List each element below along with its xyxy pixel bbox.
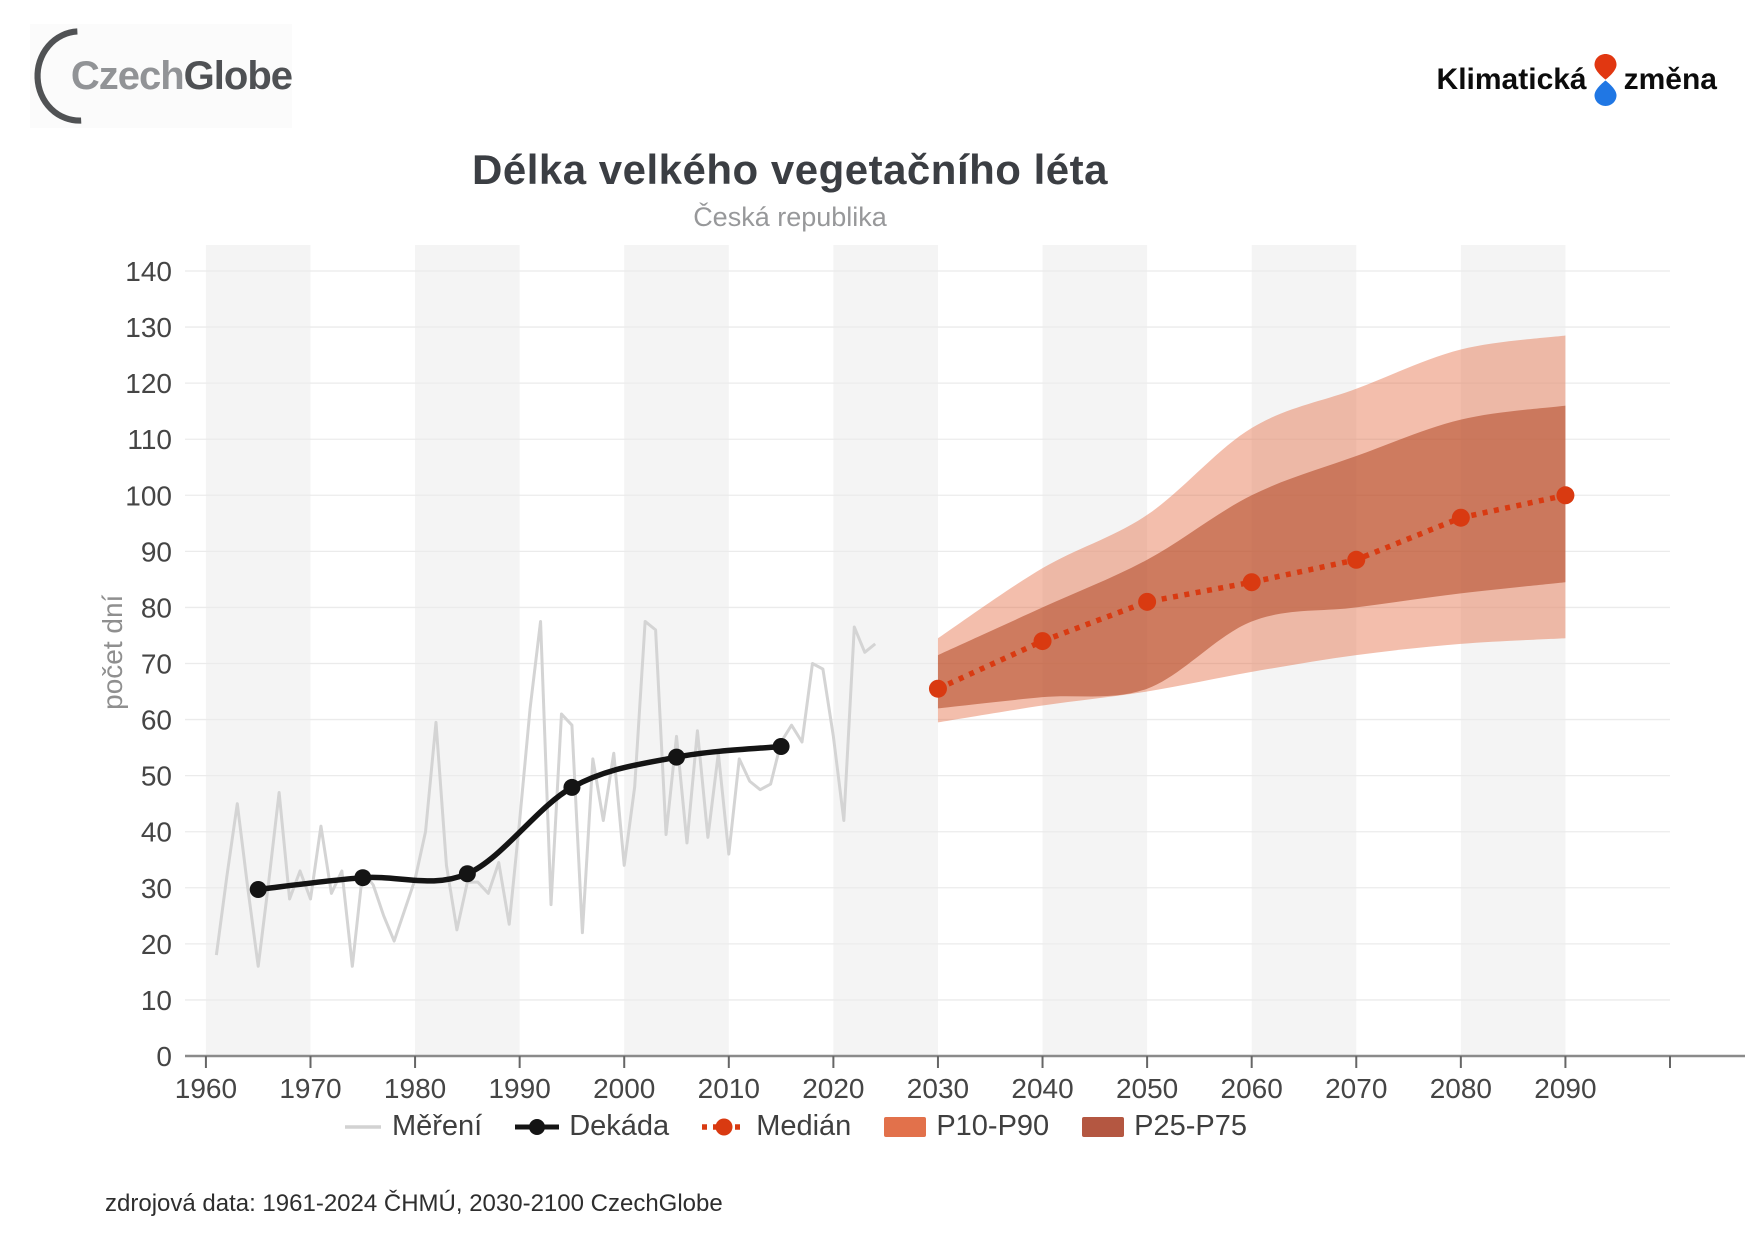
svg-text:2010: 2010 <box>698 1073 760 1104</box>
legend-item-median: Medián <box>701 1110 851 1143</box>
median-dotted-icon <box>702 1118 747 1135</box>
legend-item-mereni: Měření <box>343 1110 482 1143</box>
svg-text:1990: 1990 <box>488 1073 550 1104</box>
svg-text:0: 0 <box>156 1041 172 1072</box>
svg-text:2020: 2020 <box>802 1073 864 1104</box>
svg-text:2090: 2090 <box>1534 1073 1596 1104</box>
chart-legend: Měření Dekáda Medián P10-P90 P25-P75 <box>0 1110 1590 1143</box>
svg-text:70: 70 <box>141 649 172 680</box>
svg-text:2050: 2050 <box>1116 1073 1178 1104</box>
legend-label-p25-p75: P25-P75 <box>1134 1110 1248 1142</box>
svg-text:80: 80 <box>141 592 172 623</box>
svg-text:90: 90 <box>141 536 172 567</box>
p25-p75-swatch-icon <box>1082 1116 1125 1137</box>
logo-czech-label: Czech <box>70 53 185 98</box>
svg-text:10: 10 <box>141 985 172 1016</box>
decade-markers <box>249 737 790 898</box>
svg-text:60: 60 <box>141 705 172 736</box>
klimaticka-zmena-logo: Klimatická změna <box>1437 54 1717 106</box>
czechglobe-logo: CzechGlobe <box>30 24 293 128</box>
svg-text:100: 100 <box>125 480 172 511</box>
p10-p90-swatch-icon <box>884 1116 927 1137</box>
svg-text:30: 30 <box>141 873 172 904</box>
brand-left-label: Klimatická <box>1436 63 1587 96</box>
svg-text:1980: 1980 <box>384 1073 446 1104</box>
svg-text:140: 140 <box>125 256 172 287</box>
svg-text:130: 130 <box>125 312 172 343</box>
brand-right-label: změna <box>1623 63 1717 96</box>
page-subtitle: Česká republika <box>693 202 887 232</box>
measurement-line <box>214 619 877 968</box>
legend-label-p10-p90: P10-P90 <box>936 1110 1050 1142</box>
svg-text:2040: 2040 <box>1011 1073 1073 1104</box>
dekada-line-icon <box>515 1118 560 1135</box>
svg-text:20: 20 <box>141 929 172 960</box>
legend-label-dekada: Dekáda <box>569 1110 670 1142</box>
median-markers <box>928 486 1575 698</box>
svg-text:2070: 2070 <box>1325 1073 1387 1104</box>
x-axis: 1960 1970 1980 1990 2000 2010 2020 2030 2040 2050… <box>175 1054 1745 1104</box>
legend-item-p25-p75: P25-P75 <box>1081 1110 1247 1143</box>
svg-text:40: 40 <box>141 817 172 848</box>
gridlines <box>185 270 1670 1001</box>
logo-globe-label: Globe <box>183 53 293 98</box>
mereni-line-icon <box>344 1124 381 1129</box>
legend-item-dekada: Dekáda <box>514 1110 669 1143</box>
chart-canvas: 1960 1970 1980 1990 2000 2010 2020 2030 2040 2050… <box>97 245 1745 1104</box>
y-axis-title: počet dní <box>97 594 128 709</box>
legend-label-median: Medián <box>756 1110 852 1142</box>
svg-text:1960: 1960 <box>175 1073 237 1104</box>
svg-text:2080: 2080 <box>1430 1073 1492 1104</box>
svg-text:120: 120 <box>125 368 172 399</box>
svg-text:2030: 2030 <box>907 1073 969 1104</box>
y-axis-labels: 0 10 20 30 40 50 60 70 80 90 100 110 120 130 140 <box>125 256 172 1072</box>
page-title: Délka velkého vegetačního léta <box>472 146 1108 193</box>
svg-text:110: 110 <box>127 424 172 455</box>
legend-label-mereni: Měření <box>391 1110 483 1142</box>
svg-text:2000: 2000 <box>593 1073 655 1104</box>
svg-text:50: 50 <box>141 761 172 792</box>
decade-line <box>255 743 784 893</box>
czechglobe-crescent-icon <box>34 28 82 124</box>
czechglobe-logo-text: CzechGlobe <box>70 53 293 99</box>
svg-text:2060: 2060 <box>1221 1073 1283 1104</box>
source-note: zdrojová data: 1961-2024 ČHMÚ, 2030-2100… <box>105 1190 723 1217</box>
projection-bands <box>937 335 1566 723</box>
legend-item-p10-p90: P10-P90 <box>883 1110 1049 1143</box>
svg-text:1970: 1970 <box>279 1073 341 1104</box>
band-P25-P75 <box>937 405 1566 709</box>
hourglass-drops-icon <box>1594 54 1617 106</box>
